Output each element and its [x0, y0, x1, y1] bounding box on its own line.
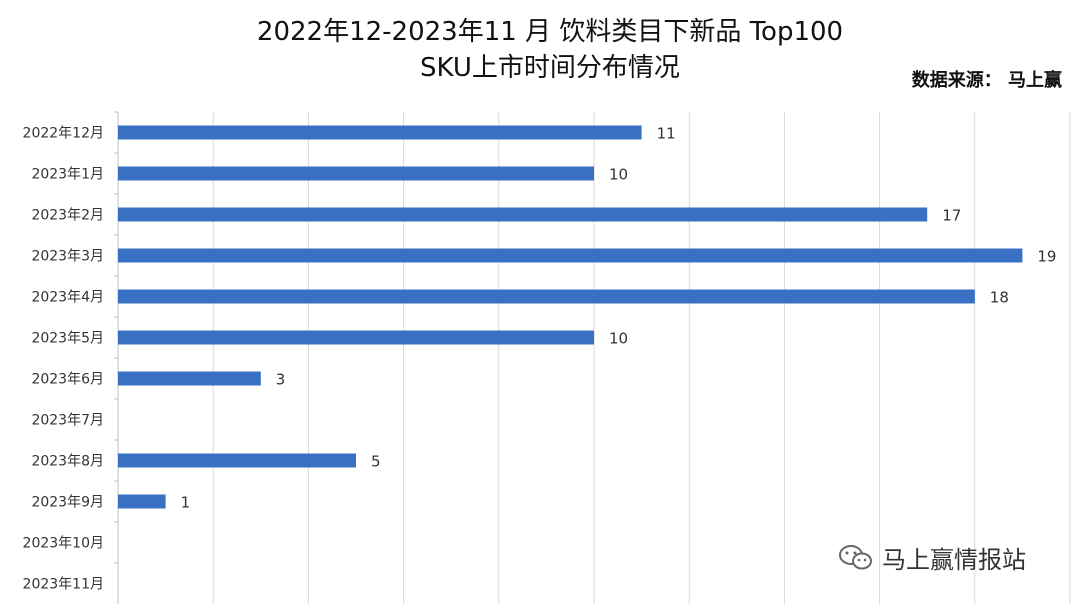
data-label: 1: [181, 494, 191, 512]
chart-title-line2: SKU上市时间分布情况: [420, 53, 680, 83]
wechat-icon: [839, 544, 872, 569]
bar: [118, 125, 642, 140]
chart-title: 2022年12-2023年11 月 饮料类目下新品 Top100 SKU上市时间…: [200, 14, 900, 86]
watermark: 马上赢情报站: [838, 540, 1026, 575]
bar: [118, 453, 356, 468]
data-label: 3: [276, 371, 286, 389]
bar: [118, 207, 928, 222]
category-label: 2023年1月: [31, 167, 104, 183]
chart-title-line1: 2022年12-2023年11 月 饮料类目下新品 Top100: [256, 17, 844, 47]
bar: [118, 289, 975, 304]
category-label: 2023年10月: [23, 536, 104, 552]
data-label: 19: [1037, 248, 1056, 266]
data-label: 5: [371, 453, 381, 471]
category-label: 2023年6月: [31, 372, 104, 388]
category-label: 2023年3月: [31, 249, 104, 265]
category-label: 2022年12月: [23, 126, 104, 142]
category-label: 2023年9月: [31, 495, 104, 511]
data-label: 10: [609, 330, 628, 348]
data-source: 数据来源： 马上赢: [911, 70, 1062, 91]
watermark-text: 马上赢情报站: [882, 546, 1026, 574]
bar: [118, 494, 166, 509]
category-label: 2023年2月: [31, 208, 104, 224]
data-label: 11: [657, 125, 676, 143]
bar: [118, 371, 261, 386]
bar: [118, 166, 594, 181]
data-label: 10: [609, 166, 628, 184]
data-label: 18: [990, 289, 1009, 307]
category-label: 2023年11月: [23, 577, 104, 593]
category-label: 2023年7月: [31, 413, 104, 429]
category-label: 2023年5月: [31, 331, 104, 347]
category-label: 2023年4月: [31, 290, 104, 306]
bar: [118, 330, 594, 345]
bar: [118, 248, 1023, 263]
category-label: 2023年8月: [31, 454, 104, 470]
data-label: 17: [942, 207, 961, 225]
